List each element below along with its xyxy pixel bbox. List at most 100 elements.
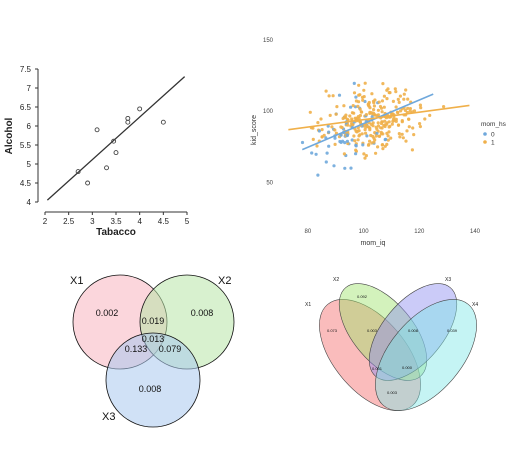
data-point [400, 120, 404, 124]
data-point [333, 142, 337, 146]
data-point [310, 151, 314, 155]
data-point [370, 92, 374, 96]
data-point [381, 132, 385, 136]
set-label-x4: X4 [472, 302, 478, 308]
set-label-x1: X1 [305, 302, 311, 308]
fit-line-0 [301, 93, 434, 151]
set-label-x1: X1 [70, 275, 83, 287]
data-point [391, 112, 395, 116]
data-point [75, 169, 81, 175]
data-point [356, 104, 360, 108]
data-point [328, 113, 332, 117]
data-point [368, 110, 372, 114]
data-point [308, 110, 312, 114]
region-x2-only: 0.008 [191, 308, 214, 318]
venn-diagram-4-sets: X1 X2 X3 X4 0.073 0.092 0.039 0.003 0.00… [305, 277, 478, 411]
data-point [423, 117, 427, 121]
x-tick-label: 3.5 [110, 217, 122, 226]
data-point [410, 148, 414, 152]
data-point [374, 134, 378, 138]
data-point [330, 125, 334, 129]
data-point [377, 100, 381, 104]
data-point [360, 110, 364, 114]
data-point [418, 122, 422, 126]
data-point [358, 113, 362, 118]
data-point [391, 99, 395, 103]
data-point [356, 138, 360, 142]
data-point [400, 132, 404, 136]
y-tick-label: 4.5 [20, 179, 32, 188]
region-x2-x3: 0.079 [159, 344, 182, 354]
region-label: 0.008 [408, 328, 419, 333]
data-point [374, 125, 378, 129]
data-point [390, 122, 394, 126]
data-point [388, 124, 392, 128]
data-point [332, 164, 336, 168]
data-point [396, 123, 401, 127]
x-tick-label: 80 [305, 229, 312, 235]
y-tick-label: 5.5 [20, 141, 32, 150]
data-point [350, 138, 354, 142]
data-point [397, 100, 401, 104]
data-point [383, 119, 387, 123]
data-point [320, 128, 324, 132]
data-point [380, 99, 384, 103]
region-x1-only: 0.002 [96, 308, 119, 318]
data-point [396, 97, 400, 101]
kid-score-scatter: 80 100 120 140 50 100 150 mom_iq kid_score mo… [251, 38, 507, 247]
venn-set-x3 [368, 283, 458, 381]
data-point [364, 131, 368, 135]
data-point [411, 126, 415, 130]
data-point [358, 107, 362, 111]
data-point [379, 121, 384, 126]
data-point [368, 139, 372, 143]
data-point [376, 108, 380, 112]
data-point [383, 123, 387, 127]
data-point [419, 106, 423, 110]
set-label-x3: X3 [445, 277, 451, 283]
data-point [358, 133, 362, 137]
data-point [369, 122, 373, 126]
data-point [319, 117, 323, 121]
data-point [351, 122, 355, 126]
data-point [402, 97, 406, 101]
data-point [352, 134, 356, 138]
set-label-x2: X2 [333, 277, 339, 283]
data-point [342, 152, 346, 156]
data-point [391, 117, 396, 121]
data-point [373, 138, 377, 142]
data-point [408, 107, 412, 111]
data-point [386, 134, 390, 138]
x-tick-label: 120 [414, 229, 425, 235]
data-point [412, 133, 416, 137]
data-point [324, 160, 328, 164]
data-point [385, 97, 389, 101]
region-label: 0.001 [372, 366, 383, 371]
data-point [404, 139, 408, 143]
data-point [354, 149, 358, 153]
y-axis: 4 4.5 5 5.5 6 6.5 7 7.5 [20, 65, 39, 207]
data-point [326, 124, 330, 128]
set-label-x2: X2 [218, 275, 231, 287]
data-point [344, 116, 348, 120]
data-point [383, 144, 387, 148]
data-point [341, 116, 345, 121]
data-point [406, 106, 410, 110]
data-point [405, 129, 409, 133]
y-tick-label: 6.5 [20, 103, 32, 112]
legend: mom_hs 0 1 [481, 121, 507, 147]
data-point [94, 127, 100, 133]
data-point [346, 123, 350, 127]
legend-title: mom_hs [481, 121, 507, 128]
data-point [343, 141, 347, 145]
y-tick-label: 4 [27, 198, 32, 207]
data-point [364, 154, 368, 158]
data-point [375, 131, 379, 136]
data-point [380, 110, 384, 114]
region-label: 0.039 [447, 328, 458, 333]
data-point [373, 98, 377, 102]
y-tick-label: 7.5 [20, 65, 32, 74]
y-axis-label: Alcohol [4, 117, 15, 154]
data-point [404, 88, 408, 92]
data-point [366, 143, 371, 147]
